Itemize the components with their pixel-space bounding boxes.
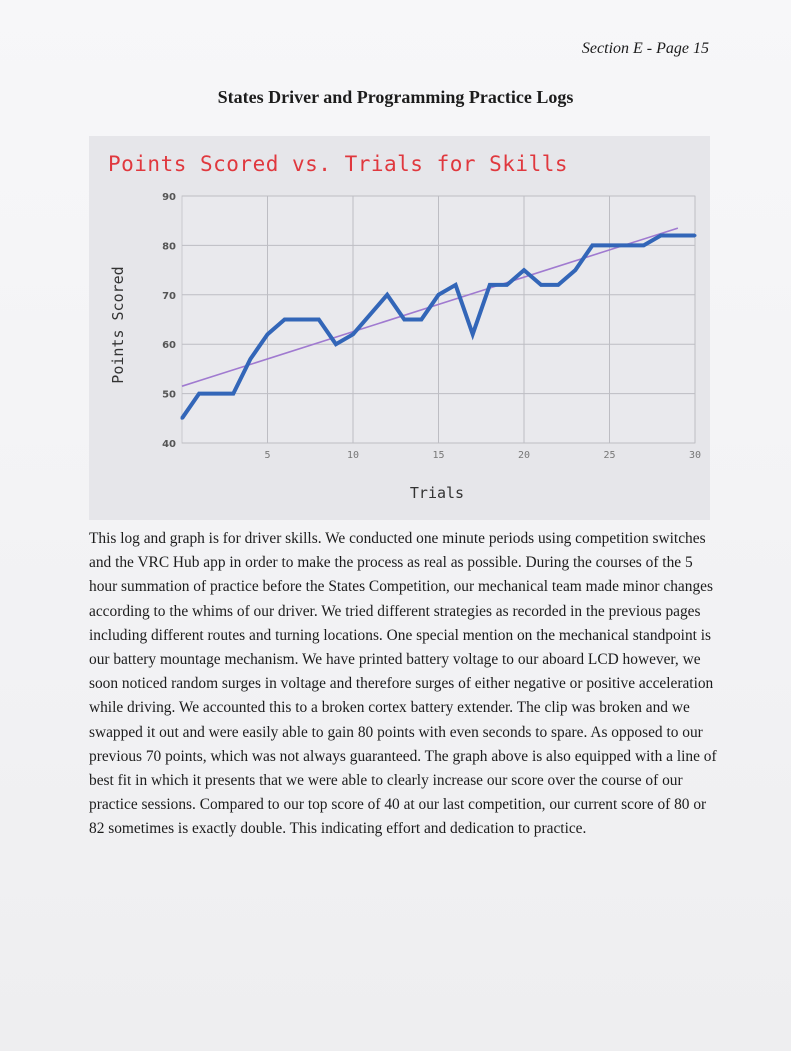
data-point <box>266 332 269 336</box>
data-point <box>248 357 252 361</box>
page-header: Section E - Page 15 <box>581 40 709 57</box>
data-point <box>642 243 646 247</box>
data-point <box>505 283 509 287</box>
body-paragraph-container: This log and graph is for driver skills.… <box>89 527 719 842</box>
x-axis-label: Trials <box>409 484 465 502</box>
data-point <box>368 313 372 317</box>
data-point <box>573 268 577 272</box>
data-point <box>608 243 611 247</box>
data-point <box>231 392 235 396</box>
data-point <box>676 234 680 238</box>
data-point <box>300 318 304 321</box>
y-tick-label: 50 <box>162 390 176 401</box>
x-tick-label: 10 <box>347 450 359 461</box>
y-tick-label: 80 <box>162 241 176 252</box>
data-point <box>556 283 560 287</box>
chart-title: Points Scored vs. Trials for Skills <box>108 152 569 176</box>
data-point <box>522 268 526 272</box>
data-point <box>693 234 697 238</box>
chart-panel: 40 50 60 70 80 90 5 10 15 20 25 30 Points Scored vs… <box>89 136 710 520</box>
data-point <box>351 332 355 336</box>
page-title: States Driver and Programming Practice L… <box>217 87 574 107</box>
data-point <box>659 234 663 238</box>
data-point <box>214 392 218 396</box>
data-point <box>437 293 440 297</box>
data-point <box>180 416 184 420</box>
y-tick-label: 60 <box>162 340 176 351</box>
body-paragraph: This log and graph is for driver skills.… <box>89 530 717 838</box>
data-point <box>419 318 423 321</box>
data-point <box>283 318 287 321</box>
x-tick-label: 15 <box>432 450 444 461</box>
data-point <box>471 332 475 336</box>
y-axis-label: Points Scored <box>109 266 127 384</box>
data-point <box>402 318 406 321</box>
y-tick-label: 40 <box>162 439 176 450</box>
data-point <box>334 342 338 346</box>
data-point <box>488 283 492 287</box>
x-tick-label: 25 <box>603 450 615 461</box>
data-point <box>454 283 458 287</box>
data-point <box>590 243 594 247</box>
x-tick-label: 5 <box>264 450 270 461</box>
y-tick-label: 90 <box>162 192 176 203</box>
data-point <box>385 293 389 297</box>
line-chart: 40 50 60 70 80 90 5 10 15 20 25 30 <box>162 192 701 461</box>
data-point <box>317 318 321 321</box>
data-point <box>539 283 543 287</box>
data-point <box>197 392 201 396</box>
y-tick-label: 70 <box>162 291 176 302</box>
x-tick-label: 30 <box>689 450 701 461</box>
data-point <box>625 243 629 247</box>
x-tick-label: 20 <box>518 450 530 461</box>
